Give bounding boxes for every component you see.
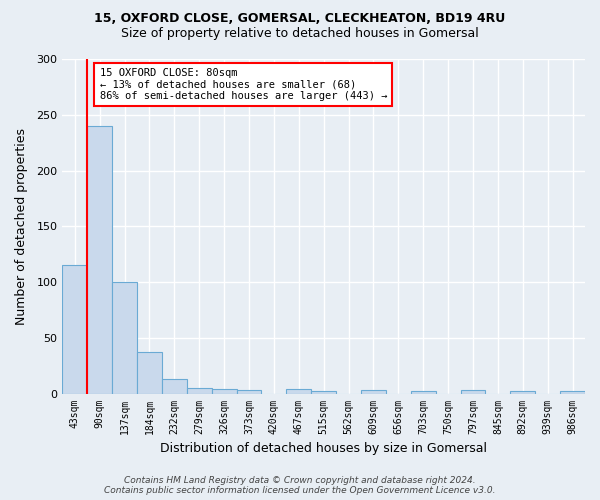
Bar — [311, 392, 336, 394]
Bar — [62, 266, 87, 394]
Bar — [187, 388, 212, 394]
Bar — [137, 352, 162, 394]
Text: Size of property relative to detached houses in Gomersal: Size of property relative to detached ho… — [121, 28, 479, 40]
Bar — [461, 390, 485, 394]
Text: Contains HM Land Registry data © Crown copyright and database right 2024.
Contai: Contains HM Land Registry data © Crown c… — [104, 476, 496, 495]
Bar — [511, 392, 535, 394]
Text: 15 OXFORD CLOSE: 80sqm
← 13% of detached houses are smaller (68)
86% of semi-det: 15 OXFORD CLOSE: 80sqm ← 13% of detached… — [100, 68, 387, 101]
Bar — [87, 126, 112, 394]
Bar — [560, 392, 585, 394]
X-axis label: Distribution of detached houses by size in Gomersal: Distribution of detached houses by size … — [160, 442, 487, 455]
Y-axis label: Number of detached properties: Number of detached properties — [15, 128, 28, 325]
Bar — [236, 390, 262, 394]
Bar — [411, 392, 436, 394]
Bar — [212, 389, 236, 394]
Bar — [361, 390, 386, 394]
Text: 15, OXFORD CLOSE, GOMERSAL, CLECKHEATON, BD19 4RU: 15, OXFORD CLOSE, GOMERSAL, CLECKHEATON,… — [94, 12, 506, 26]
Bar — [112, 282, 137, 394]
Bar — [286, 389, 311, 394]
Bar — [162, 379, 187, 394]
